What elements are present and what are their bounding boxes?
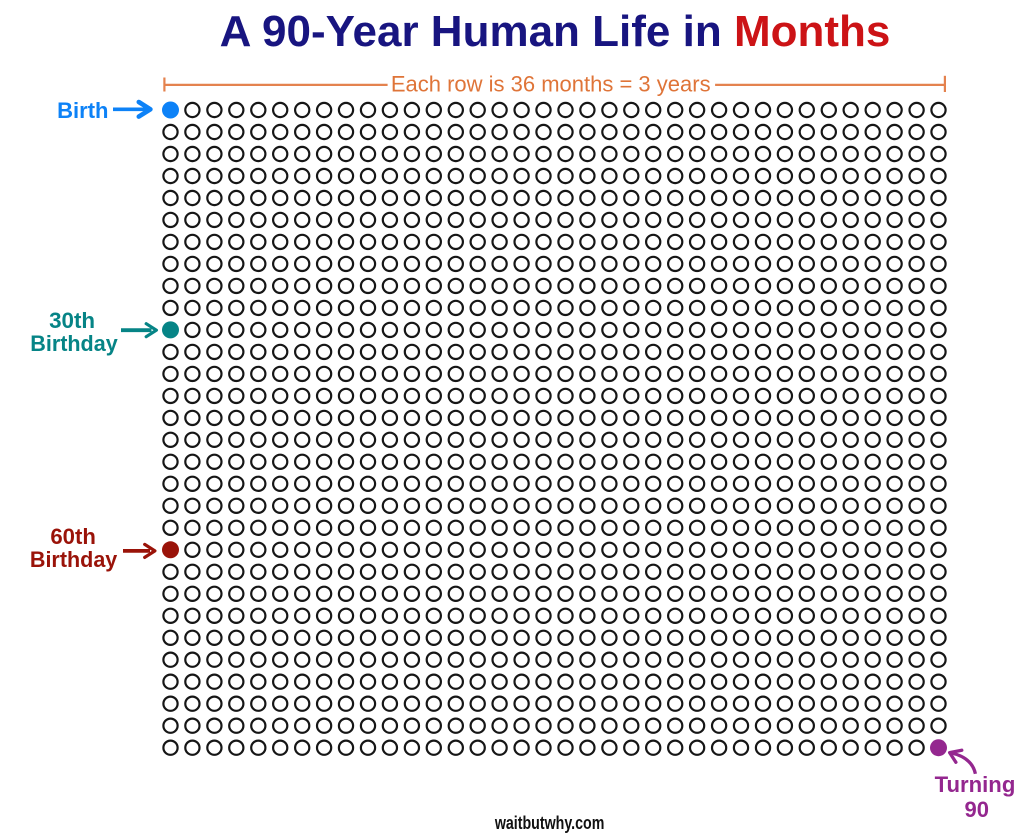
svg-text:90: 90 xyxy=(964,797,988,822)
svg-text:Birthday: Birthday xyxy=(30,331,118,356)
svg-text:A 90-Year Human Life in Months: A 90-Year Human Life in Months xyxy=(220,7,891,56)
svg-text:Each row is 36 months = 3 year: Each row is 36 months = 3 years xyxy=(391,72,711,97)
svg-text:Birthday: Birthday xyxy=(30,547,118,572)
svg-text:30th: 30th xyxy=(49,308,95,333)
svg-text:60th: 60th xyxy=(50,524,96,549)
svg-text:Turning: Turning xyxy=(935,772,1016,797)
svg-text:Birth: Birth xyxy=(57,98,108,123)
svg-text:waitbutwhy.com: waitbutwhy.com xyxy=(494,813,604,833)
